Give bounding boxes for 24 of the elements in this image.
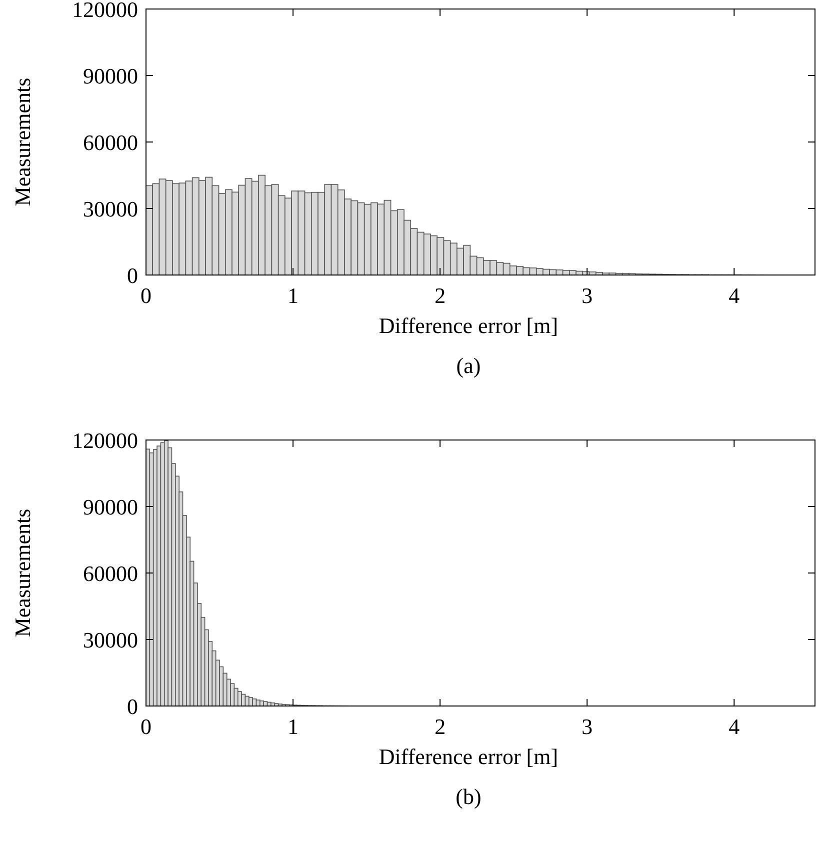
x-tick-label: 3 xyxy=(582,714,593,739)
y-tick-label: 0 xyxy=(127,263,138,288)
y-tick-label: 60000 xyxy=(83,561,138,586)
y-tick-label: 90000 xyxy=(83,494,138,520)
y-tick-label: 120000 xyxy=(72,428,138,453)
y-tick-label: 30000 xyxy=(83,628,138,652)
y-tick-label: 120000 xyxy=(72,0,138,22)
y-tick-label: 90000 xyxy=(83,64,138,88)
x-tick-label: 2 xyxy=(434,714,446,739)
x-tick-label: 4 xyxy=(728,714,740,739)
x-tick-label: 3 xyxy=(582,283,593,308)
x-tick-label: 1 xyxy=(288,714,299,739)
x-tick-label: 1 xyxy=(288,283,299,308)
y-axis-title: Measurements xyxy=(10,78,35,206)
y-tick-label: 0 xyxy=(127,694,138,719)
x-axis-title: Difference error [m] xyxy=(378,744,558,769)
x-tick-label: 2 xyxy=(434,283,446,308)
y-tick-label: 60000 xyxy=(83,130,138,155)
text: (b) xyxy=(456,784,482,809)
x-axis-title: Difference error [m] xyxy=(378,313,558,338)
y-axis-title: Measurements xyxy=(10,508,35,638)
y-tick-label: 30000 xyxy=(83,196,138,222)
text: (a) xyxy=(456,353,481,378)
x-tick-label: 4 xyxy=(728,283,740,308)
